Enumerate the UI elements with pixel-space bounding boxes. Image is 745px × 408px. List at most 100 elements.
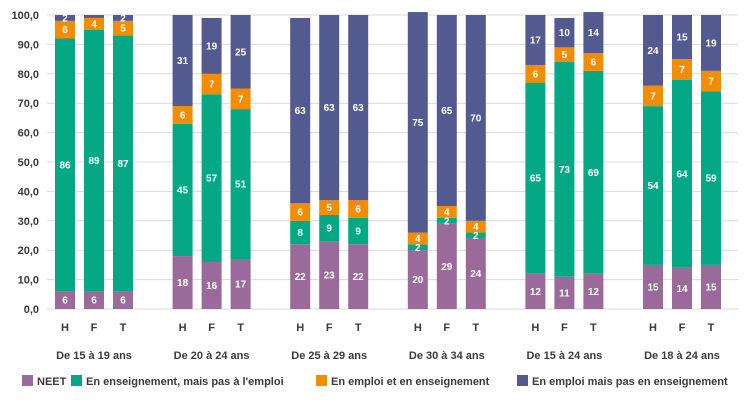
data-label: 9 [355, 227, 361, 238]
data-label: 11 [559, 288, 570, 299]
bar-segment [172, 106, 193, 124]
data-label: 23 [324, 271, 336, 282]
x-category-label: H [296, 322, 304, 334]
data-label: 2 [415, 243, 421, 254]
data-label: 4 [444, 207, 450, 218]
bar-segment [436, 217, 457, 224]
data-label: 59 [705, 174, 717, 185]
x-category-label: T [708, 322, 715, 334]
data-label: 6 [180, 110, 186, 121]
data-label: 51 [235, 180, 247, 191]
bar-segment [672, 79, 692, 268]
data-label: 10 [559, 28, 571, 39]
y-tick-label: 40,0 [18, 186, 39, 198]
bar-segment [55, 38, 75, 292]
bar-segment [672, 15, 692, 60]
bar-segment [172, 256, 193, 309]
legend: NEET En enseignement, mais pas à l'emploi… [22, 375, 728, 388]
bar-segment [583, 273, 604, 309]
data-label: 89 [88, 156, 100, 167]
bar-segment [230, 259, 251, 309]
x-category-label: H [414, 322, 422, 334]
bar-segment [113, 20, 133, 36]
data-label: 22 [353, 272, 365, 283]
data-label: 5 [326, 203, 332, 214]
y-tick-label: 0,0 [24, 304, 39, 316]
bar-segment [348, 217, 369, 245]
data-label: 87 [117, 159, 129, 170]
data-label: 14 [588, 28, 600, 39]
data-label: 75 [412, 118, 424, 129]
legend-label: En emploi et en enseignement [331, 376, 490, 388]
data-label: 54 [647, 181, 659, 192]
x-category-label: T [472, 322, 479, 334]
x-category-label: H [531, 322, 539, 334]
bar-segment [113, 15, 133, 21]
data-label: 16 [206, 281, 218, 292]
data-label: 24 [470, 269, 482, 280]
data-label: 19 [705, 38, 717, 49]
bar-segment [290, 244, 311, 309]
x-axis-group-labels: De 15 à 19 ans De 20 à 24 ans De 25 à 29 a… [56, 350, 720, 362]
x-group-label: De 30 à 34 ans [409, 350, 485, 362]
bar-segment [319, 15, 340, 201]
bar-segment [525, 64, 546, 83]
bar-segment [465, 232, 486, 239]
data-label: 63 [353, 103, 365, 114]
x-category-label: F [561, 322, 568, 334]
data-label: 25 [235, 47, 247, 58]
bar-segment [84, 29, 104, 292]
x-category-label: T [590, 322, 597, 334]
data-label: 6 [533, 69, 539, 80]
x-category-label: T [355, 322, 362, 334]
bar-segment [348, 200, 369, 218]
data-label: 6 [591, 58, 597, 69]
y-tick-label: 80,0 [18, 69, 39, 81]
data-label: 2 [120, 13, 126, 24]
data-label: 7 [679, 65, 685, 76]
bar-segment [465, 15, 486, 221]
data-label: 6 [62, 296, 68, 307]
gridlines [47, 14, 738, 310]
data-label: 18 [177, 278, 189, 289]
y-tick-label: 20,0 [18, 245, 39, 257]
data-label: 7 [708, 77, 714, 88]
data-label: 2 [473, 231, 479, 242]
data-label: 6 [62, 25, 68, 36]
data-label: 12 [530, 287, 542, 298]
bar-segment [201, 17, 222, 74]
data-label: 63 [295, 106, 307, 117]
data-label: 14 [676, 284, 688, 295]
bar-segment [407, 12, 428, 233]
legend-swatch [316, 375, 327, 386]
legend-label: En emploi mais pas en enseignement [532, 376, 728, 388]
bar-segment [554, 47, 575, 63]
x-group-label: De 15 à 24 ans [526, 350, 602, 362]
x-category-label: H [61, 322, 69, 334]
bar-segment [672, 267, 692, 309]
data-label: 4 [473, 222, 479, 233]
data-label: 63 [324, 103, 336, 114]
data-label: 6 [297, 207, 303, 218]
bar-segment [113, 35, 133, 292]
x-category-label: T [120, 322, 127, 334]
data-label: 17 [530, 35, 542, 46]
data-label: 2 [62, 13, 68, 24]
x-group-label: De 20 à 24 ans [174, 350, 250, 362]
data-label: 5 [562, 50, 568, 61]
x-category-label: F [326, 322, 333, 334]
bar-segment [643, 106, 663, 265]
bar-segment [436, 206, 457, 218]
bar-segment [525, 15, 546, 65]
bar-segment [84, 15, 104, 18]
data-label: 17 [235, 280, 247, 291]
bar-segment [465, 220, 486, 233]
data-label: 15 [676, 33, 688, 44]
bar-segment [290, 203, 311, 221]
bar-segment [84, 291, 104, 309]
data-label: 29 [441, 262, 453, 273]
y-tick-label: 70,0 [18, 98, 39, 110]
data-label: 65 [530, 174, 542, 185]
bar-segment [583, 12, 604, 54]
